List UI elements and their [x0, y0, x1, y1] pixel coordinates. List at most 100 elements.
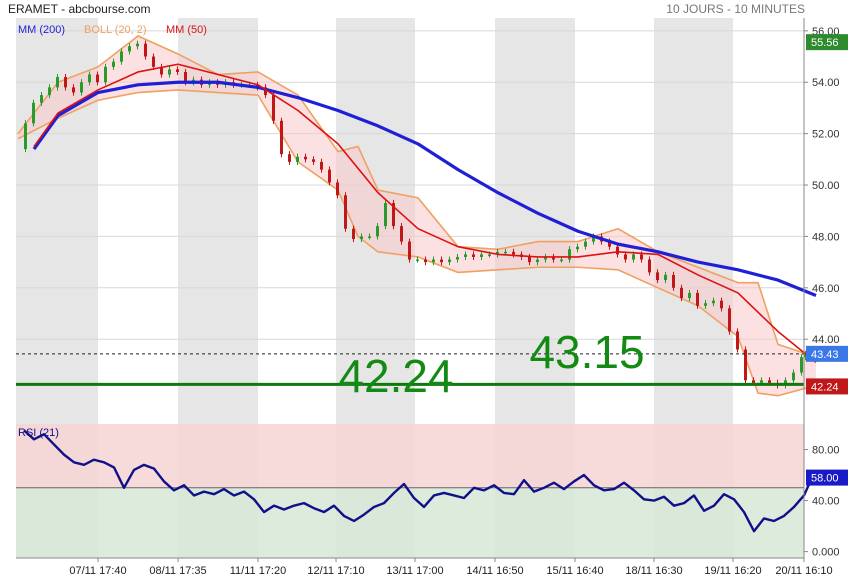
candle-body: [456, 256, 459, 260]
last-price-label-box: [806, 345, 848, 362]
candle-body: [584, 241, 587, 247]
boll-upper-line: [17, 35, 817, 358]
legend-mm50: MM (50): [166, 24, 207, 36]
candle-body: [656, 272, 659, 281]
candle-body: [336, 182, 339, 196]
candle-body: [360, 236, 363, 239]
candle-body: [304, 156, 307, 160]
candle-body: [152, 56, 155, 67]
candle-body: [352, 228, 355, 239]
candle-body: [496, 251, 499, 255]
candle-body: [648, 259, 651, 273]
candle-body: [112, 61, 115, 67]
low-price-label: 42.24: [811, 381, 839, 393]
candle-body: [560, 259, 563, 262]
candle-body: [624, 254, 627, 260]
candle-body: [72, 87, 75, 93]
y-tick-label: 44.00: [812, 334, 840, 346]
candle-body: [712, 300, 715, 304]
candle-body: [272, 95, 275, 121]
candle-body: [704, 303, 707, 306]
candle-body: [448, 259, 451, 263]
candle-body: [552, 256, 555, 260]
candle-body: [744, 349, 747, 381]
candle-body: [784, 380, 787, 386]
candle-body: [472, 254, 475, 257]
candle-body: [680, 287, 683, 299]
x-tick-label: 15/11 16:40: [546, 565, 603, 577]
low-price-label-box: [806, 378, 848, 395]
candle-body: [176, 69, 179, 72]
candle-body: [800, 357, 803, 373]
candle-body: [504, 251, 507, 254]
rsi-y-tick-label: 80.00: [812, 445, 840, 457]
candle-body: [288, 154, 291, 162]
candle-body: [392, 203, 395, 227]
rsi-overbought-zone: [16, 424, 804, 488]
rsi-title: RSI (21): [18, 427, 59, 439]
candle-body: [384, 203, 387, 227]
x-tick-label: 07/11 17:40: [69, 565, 126, 577]
candle-body: [168, 69, 171, 75]
x-tick-label: 20/11 16:10: [775, 565, 832, 577]
x-tick-label: 14/11 16:50: [466, 565, 523, 577]
candle-body: [536, 259, 539, 263]
rsi-last-label-box: [806, 469, 848, 486]
candle-body: [296, 156, 299, 162]
candle-body: [512, 251, 515, 255]
chart-title: ERAMET - abcbourse.com: [8, 2, 151, 16]
candle-body: [128, 46, 131, 52]
candle-body: [96, 74, 99, 83]
candle-body: [312, 159, 315, 162]
candle-body: [632, 254, 635, 260]
y-tick-label: 48.00: [812, 231, 840, 243]
mm50-line: [33, 63, 817, 363]
candle-body: [320, 161, 323, 170]
chart-period: 10 JOURS - 10 MINUTES: [666, 2, 805, 16]
candle-body: [720, 300, 723, 309]
y-tick-label: 54.00: [812, 77, 840, 89]
candle-body: [416, 259, 419, 262]
last-price-label: 43.43: [811, 349, 839, 361]
candle-body: [792, 372, 795, 381]
y-tick-label: 50.00: [812, 180, 840, 192]
candle-body: [640, 254, 643, 260]
candle-body: [144, 43, 147, 57]
candle-body: [688, 292, 691, 299]
candle-body: [24, 123, 27, 150]
high-price-label: 55.56: [811, 37, 839, 49]
candle-body: [544, 256, 547, 260]
candle-body: [368, 236, 371, 238]
candle-body: [664, 274, 667, 281]
candle-body: [184, 71, 187, 83]
candle-body: [264, 87, 267, 96]
x-tick-label: 13/11 17:00: [386, 565, 443, 577]
axes: 44.0046.0048.0050.0052.0054.0056.000.000…: [16, 18, 840, 577]
value-labels: 55.56 43.43 42.24 58.00: [806, 34, 848, 486]
candle-body: [608, 241, 611, 247]
candle-body: [464, 254, 467, 257]
candle-body: [408, 241, 411, 260]
candle-body: [616, 246, 619, 255]
candle-body: [424, 259, 427, 263]
rsi-line: [23, 429, 814, 533]
candle-body: [752, 380, 755, 383]
candle-body: [160, 66, 163, 75]
candle-body: [280, 120, 283, 155]
candle-body: [40, 95, 43, 103]
support-annotation-43: 43.15: [529, 326, 644, 378]
candle-body: [48, 87, 51, 96]
candle-body: [728, 308, 731, 332]
y-tick-label: 52.00: [812, 129, 840, 141]
candle-body: [376, 226, 379, 237]
candle-body: [64, 77, 67, 88]
candle-body: [768, 380, 771, 383]
rsi-y-tick-label: 40.00: [812, 496, 840, 508]
boll-fill: [18, 35, 816, 396]
candle-body: [400, 226, 403, 242]
candle-body: [88, 74, 91, 83]
x-tick-label: 18/11 16:30: [625, 565, 682, 577]
x-tick-label: 12/11 17:10: [307, 565, 364, 577]
candle-body: [576, 246, 579, 250]
